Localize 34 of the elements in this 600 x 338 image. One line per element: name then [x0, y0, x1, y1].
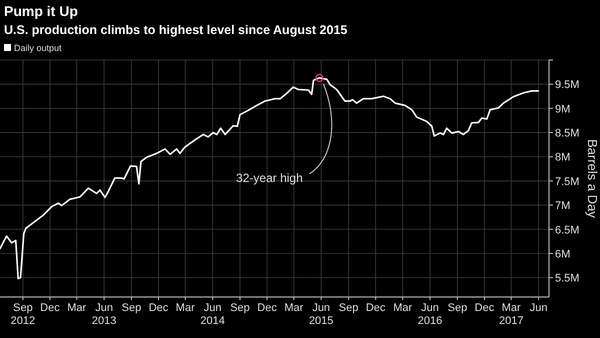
- x-tick-label: Sep: [122, 302, 142, 314]
- chart-title: Pump it Up: [4, 3, 78, 19]
- x-tick-label: Mar: [67, 302, 87, 314]
- x-tick-label: Jun 2013: [92, 302, 116, 327]
- y-tick-label: 9M: [555, 103, 570, 116]
- x-tick-label: Dec: [366, 302, 386, 314]
- x-tick-label: Mar: [176, 302, 196, 314]
- x-tick-label: Dec: [148, 302, 169, 314]
- x-tick-label: Sep 2012: [10, 302, 36, 327]
- x-tick-label: Jun 2014: [200, 302, 225, 327]
- x-tick-label: Jun 2016: [418, 302, 442, 327]
- y-tick-label: 9.5M: [555, 79, 580, 92]
- annotation: 32-year high: [236, 170, 303, 185]
- y-axis-title: Barrels a Day: [585, 139, 600, 218]
- legend-label: Daily output: [14, 43, 62, 53]
- x-tick-label: Dec: [40, 302, 60, 314]
- x-tick-label: Sep: [448, 302, 468, 314]
- y-tick-label: 7.5M: [555, 176, 580, 188]
- x-tick-label: Jun 2015: [308, 302, 334, 327]
- y-tick-label: 8.5M: [555, 128, 580, 140]
- y-tick-label: 5.5M: [555, 272, 580, 285]
- x-tick-label: Sep: [230, 302, 250, 314]
- x-tick-label: Dec: [474, 302, 495, 314]
- x-tick-label: Mar: [393, 302, 412, 314]
- x-tick-label: Dec: [257, 302, 278, 314]
- y-tick-label: 7M: [555, 200, 570, 212]
- x-tick-label: Jun: [530, 302, 548, 314]
- y-tick-label: 6M: [555, 248, 570, 260]
- y-tick-label: 6.5M: [555, 224, 580, 236]
- x-tick-label: Mar 2017: [498, 302, 524, 327]
- x-tick-label: Mar: [284, 302, 304, 314]
- x-tick-label: Sep: [338, 302, 358, 314]
- y-tick-label: 8M: [555, 152, 570, 164]
- chart-subtitle: U.S. production climbs to highest level since August 2015: [4, 23, 348, 37]
